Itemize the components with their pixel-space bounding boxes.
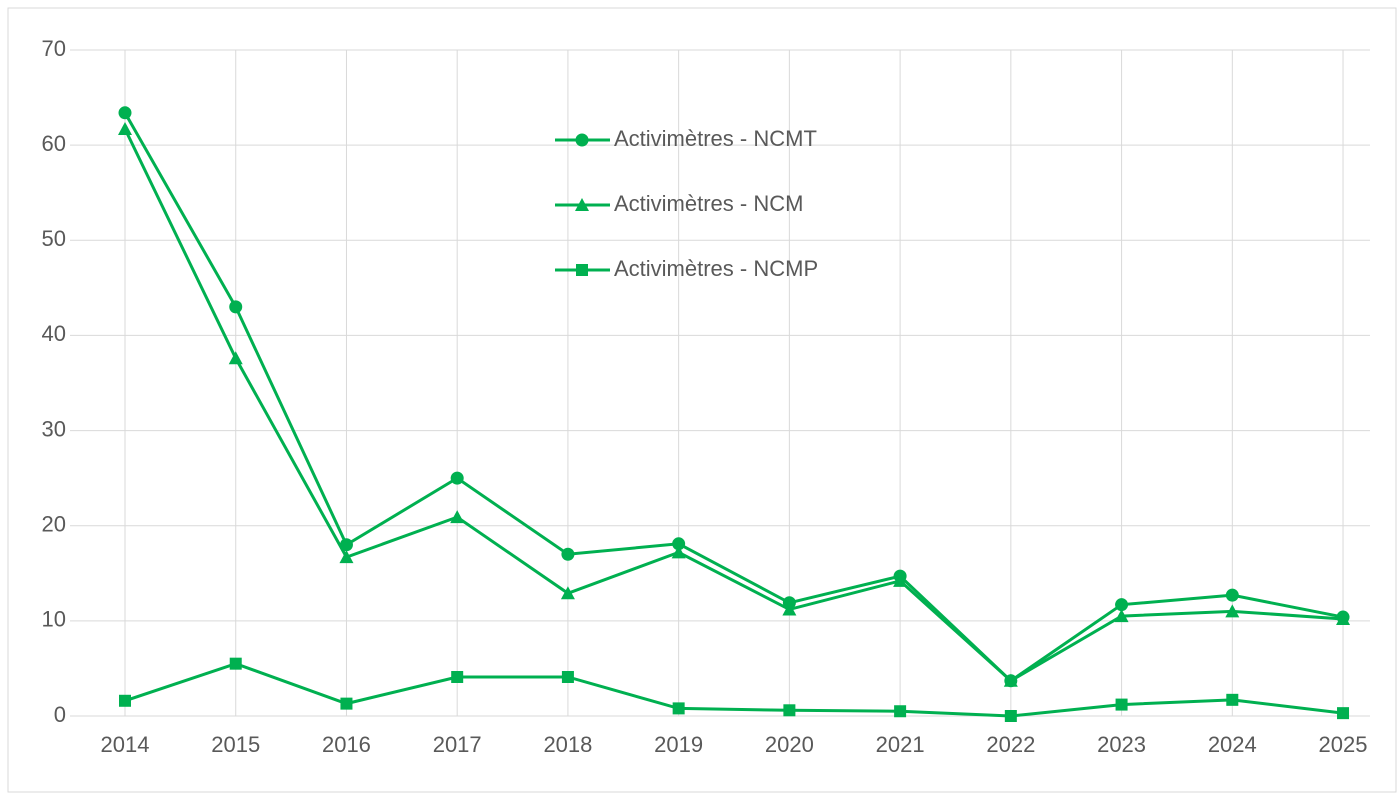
marker <box>561 670 574 683</box>
y-tick-label: 10 <box>42 607 66 632</box>
legend-marker <box>575 198 589 211</box>
marker <box>451 670 464 683</box>
marker <box>228 351 243 365</box>
legend-marker <box>575 133 589 147</box>
marker <box>1004 710 1017 722</box>
marker <box>1226 693 1239 706</box>
marker <box>119 694 131 707</box>
marker <box>339 538 353 552</box>
marker <box>1114 609 1129 623</box>
series-line <box>123 128 1344 683</box>
x-tick-label: 2021 <box>876 732 925 757</box>
y-tick-label: 50 <box>42 226 66 251</box>
marker <box>1336 611 1351 625</box>
marker <box>783 704 796 717</box>
marker <box>1225 588 1239 602</box>
marker <box>339 550 354 564</box>
marker <box>118 106 132 120</box>
marker <box>1003 673 1018 687</box>
marker <box>450 471 464 485</box>
x-tick-label: 2017 <box>433 732 482 757</box>
y-tick-label: 30 <box>42 416 66 441</box>
marker <box>894 705 907 718</box>
y-tick-label: 0 <box>54 702 66 727</box>
legend-label: Activimètres - NCMT <box>614 126 817 151</box>
marker <box>1115 698 1128 711</box>
y-tick-label: 70 <box>42 36 66 61</box>
marker <box>229 657 242 670</box>
y-tick-label: 20 <box>42 512 66 537</box>
x-tick-label: 2023 <box>1097 732 1146 757</box>
marker <box>118 121 132 135</box>
marker <box>229 300 243 314</box>
x-tick-label: 2024 <box>1208 732 1257 757</box>
legend-label: Activimètres - NCMP <box>614 256 818 281</box>
y-tick-label: 60 <box>42 131 66 156</box>
x-tick-label: 2020 <box>765 732 814 757</box>
marker <box>1225 604 1240 618</box>
x-tick-label: 2014 <box>101 732 150 757</box>
marker <box>561 547 575 561</box>
legend-label: Activimètres - NCM <box>614 191 803 216</box>
legend-marker <box>576 264 588 276</box>
y-tick-label: 40 <box>42 321 66 346</box>
marker <box>671 545 686 559</box>
series-line <box>124 662 1344 718</box>
x-tick-label: 2022 <box>986 732 1035 757</box>
marker <box>782 602 797 616</box>
x-tick-label: 2019 <box>654 732 703 757</box>
x-tick-label: 2018 <box>543 732 592 757</box>
marker <box>672 537 686 551</box>
marker <box>1337 707 1350 720</box>
series-line <box>123 112 1344 683</box>
x-tick-label: 2025 <box>1319 732 1368 757</box>
marker <box>672 702 685 715</box>
marker <box>340 697 353 710</box>
x-tick-label: 2016 <box>322 732 371 757</box>
marker <box>450 510 465 524</box>
marker <box>893 573 908 587</box>
marker <box>560 586 575 600</box>
x-tick-label: 2015 <box>211 732 260 757</box>
marker <box>1115 598 1129 612</box>
